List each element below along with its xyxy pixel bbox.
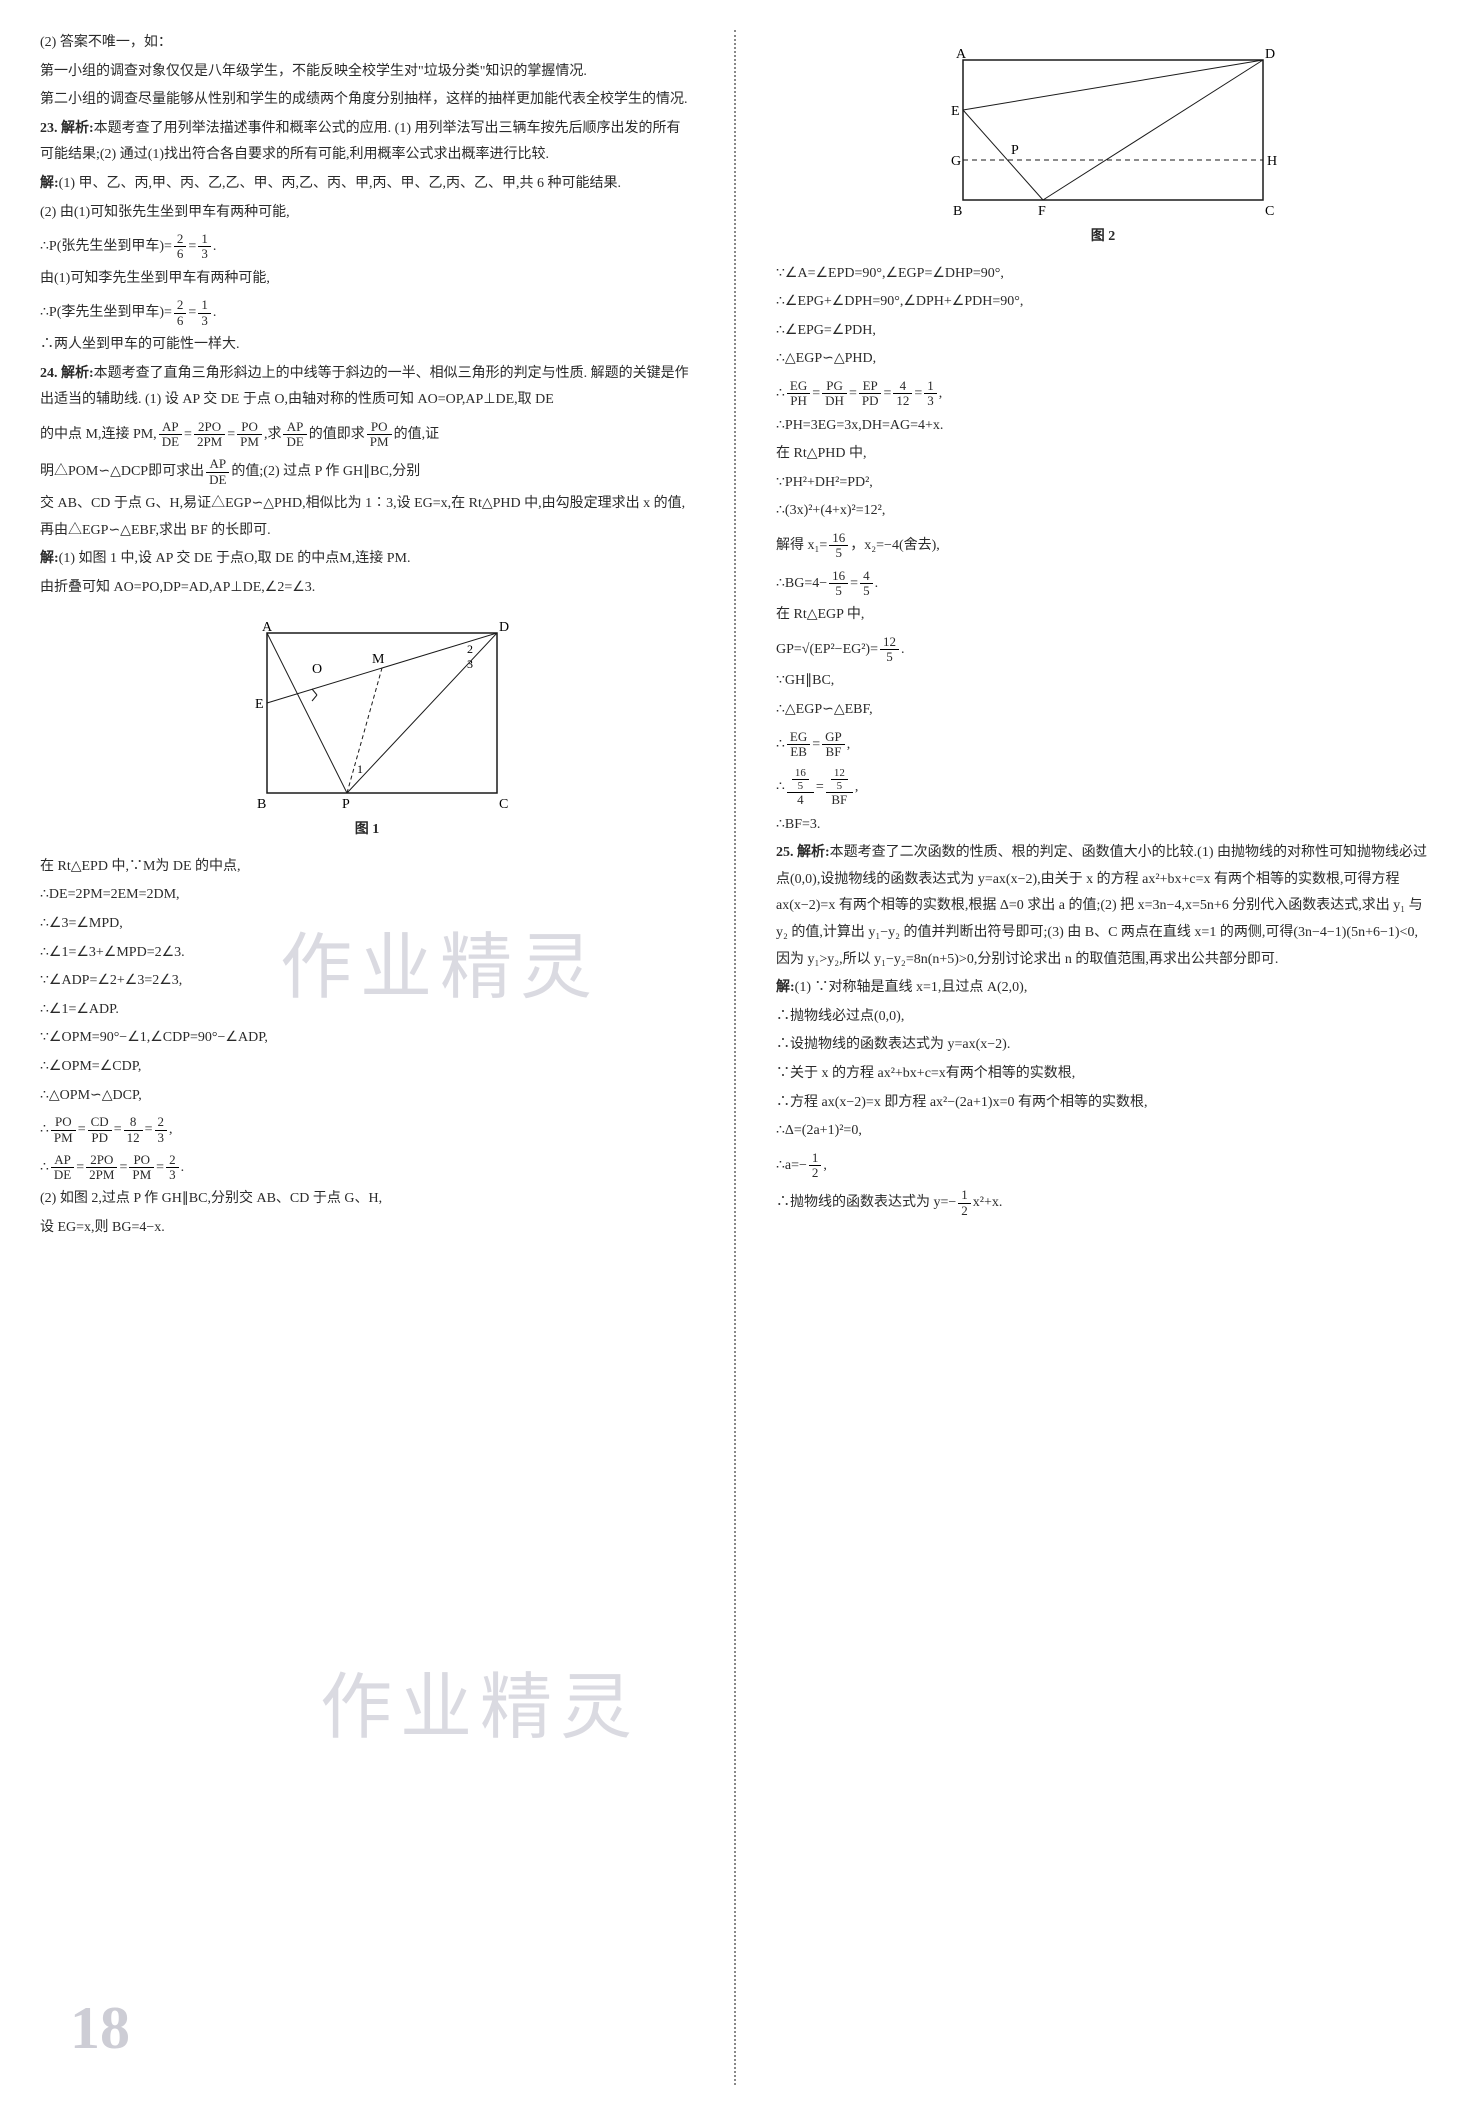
q24-text-b: 的中点 M,连接 PM,APDE=2PO2PM=POPM,求APDE的值即求PO…	[40, 420, 694, 450]
fig2-caption: 图 2	[776, 224, 1430, 251]
fig1-label-D: D	[499, 620, 509, 635]
fig2-label-E: E	[951, 104, 960, 119]
r7: 在 Rt△PHD 中,	[776, 441, 1430, 468]
para-ans-2: (2) 答案不唯一，如：	[40, 30, 694, 57]
figure-2: A D E G H B F C P 图 2	[776, 40, 1430, 251]
fig2-label-A: A	[956, 47, 967, 62]
q24-sol1: 解:(1) 如图 1 中,设 AP 交 DE 于点O,取 DE 的中点M,连接 …	[40, 546, 694, 573]
r11: ∴BG=4−165=45.	[776, 569, 1430, 599]
para-group2: 第二小组的调查尽量能够从性别和学生的成绩两个角度分别抽样，这样的抽样更加能代表全…	[40, 87, 694, 114]
q24-l3: ∴∠3=∠MPD,	[40, 911, 694, 938]
q24-l11: ∴APDE=2PO2PM=POPM=23.	[40, 1153, 694, 1183]
right-column: A D E G H B F C P 图 2 ∵∠A=∠EPD=90°,∠EGP=…	[776, 30, 1430, 2085]
q25-s2: ∴抛物线必过点(0,0),	[776, 1004, 1430, 1031]
q23-text: 本题考查了用列举法描述事件和概率公式的应用. (1) 用列举法写出三辆车按先后顺…	[40, 121, 681, 163]
r1: ∵∠A=∠EPD=90°,∠EGP=∠DHP=90°,	[776, 261, 1430, 288]
figure-1: A D E B P C O M 1 2 3 图 1	[40, 613, 694, 844]
fig1-caption: 图 1	[40, 817, 694, 844]
q24-l2: ∴DE=2PM=2EM=2DM,	[40, 882, 694, 909]
page-number: 18	[70, 1971, 130, 2085]
fig2-label-H: H	[1267, 154, 1277, 169]
r17: ∴1654=125BF,	[776, 767, 1430, 807]
q24-l13: 设 EG=x,则 BG=4−x.	[40, 1215, 694, 1242]
r18: ∴BF=3.	[776, 812, 1430, 839]
r14: ∵GH∥BC,	[776, 668, 1430, 695]
r2: ∴∠EPG+∠DPH=90°,∠DPH+∠PDH=90°,	[776, 289, 1430, 316]
r3: ∴∠EPG=∠PDH,	[776, 318, 1430, 345]
q25-analysis: 25. 解析:本题考查了二次函数的性质、根的判定、函数值大小的比较.(1) 由抛…	[776, 840, 1430, 973]
q25-s6: ∴Δ=(2a+1)²=0,	[776, 1118, 1430, 1145]
q24-l9: ∴△OPM∽△DCP,	[40, 1083, 694, 1110]
q23-prob-li: ∴P(李先生坐到甲车)=26=13.	[40, 298, 694, 328]
fig1-ang-3: 3	[467, 657, 473, 671]
q23-label: 23. 解析:	[40, 121, 94, 136]
q23-analysis: 23. 解析:本题考查了用列举法描述事件和概率公式的应用. (1) 用列举法写出…	[40, 116, 694, 169]
q25-s8: ∴抛物线的函数表达式为 y=−12x²+x.	[776, 1188, 1430, 1218]
fig2-svg: A D E G H B F C P	[923, 40, 1283, 220]
r15: ∴△EGP∽△EBF,	[776, 697, 1430, 724]
fig2-label-P: P	[1011, 143, 1019, 158]
fig1-ang-2: 2	[467, 642, 473, 656]
fig1-svg: A D E B P C O M 1 2 3	[217, 613, 517, 813]
fig2-label-F: F	[1038, 204, 1046, 219]
fig1-label-P: P	[342, 797, 350, 812]
fig1-label-O: O	[312, 662, 322, 677]
q25-s1: 解:(1) ∵对称轴是直线 x=1,且过点 A(2,0),	[776, 975, 1430, 1002]
r13: GP=√(EP²−EG²)=125.	[776, 635, 1430, 665]
fig2-label-B: B	[953, 204, 962, 219]
q23-sol2a: (2) 由(1)可知张先生坐到甲车有两种可能,	[40, 200, 694, 227]
fig1-label-E: E	[255, 697, 264, 712]
r9: ∴(3x)²+(4+x)²=12²,	[776, 498, 1430, 525]
fig2-label-D: D	[1265, 47, 1275, 62]
q23-sol2e: ∴两人坐到甲车的可能性一样大.	[40, 332, 694, 359]
q24-label: 24. 解析:	[40, 366, 94, 381]
q25-s4: ∵关于 x 的方程 ax²+bx+c=x有两个相等的实数根,	[776, 1061, 1430, 1088]
q23-sol-label: 解:	[40, 176, 59, 191]
r6: ∴PH=3EG=3x,DH=AG=4+x.	[776, 413, 1430, 440]
q24-analysis: 24. 解析:本题考查了直角三角形斜边上的中线等于斜边的一半、相似三角形的判定与…	[40, 361, 694, 414]
q24-l10: ∴POPM=CDPD=812=23,	[40, 1115, 694, 1145]
q24-text-c: 明△POM∽△DCP即可求出APDE的值;(2) 过点 P 作 GH∥BC,分别	[40, 457, 694, 487]
r8: ∵PH²+DH²=PD²,	[776, 470, 1430, 497]
q24-l12: (2) 如图 2,过点 P 作 GH∥BC,分别交 AB、CD 于点 G、H,	[40, 1186, 694, 1213]
q25-s3: ∴设抛物线的函数表达式为 y=ax(x−2).	[776, 1032, 1430, 1059]
fig1-label-M: M	[372, 652, 385, 667]
q24-text-d: 交 AB、CD 于点 G、H,易证△EGP∽△PHD,相似比为 1∶3,设 EG…	[40, 491, 694, 544]
q24-l4: ∴∠1=∠3+∠MPD=2∠3.	[40, 940, 694, 967]
q23-prob-zhang: ∴P(张先生坐到甲车)=26=13.	[40, 232, 694, 262]
fig2-label-G: G	[951, 154, 961, 169]
fig1-label-C: C	[499, 797, 508, 812]
q24-l8: ∴∠OPM=∠CDP,	[40, 1054, 694, 1081]
q23-sol2c: 由(1)可知李先生坐到甲车有两种可能,	[40, 266, 694, 293]
left-column: (2) 答案不唯一，如： 第一小组的调查对象仅仅是八年级学生，不能反映全校学生对…	[40, 30, 694, 2085]
q24-l7: ∵∠OPM=90°−∠1,∠CDP=90°−∠ADP,	[40, 1025, 694, 1052]
q24-sol2: 由折叠可知 AO=PO,DP=AD,AP⊥DE,∠2=∠3.	[40, 575, 694, 602]
column-divider	[734, 30, 736, 2085]
q24-l1: 在 Rt△EPD 中,∵M为 DE 的中点,	[40, 854, 694, 881]
q25-s7: ∴a=−12,	[776, 1151, 1430, 1181]
para-group1: 第一小组的调查对象仅仅是八年级学生，不能反映全校学生对"垃圾分类"知识的掌握情况…	[40, 59, 694, 86]
q25-s5: ∴方程 ax(x−2)=x 即方程 ax²−(2a+1)x=0 有两个相等的实数…	[776, 1090, 1430, 1117]
r16: ∴EGEB=GPBF,	[776, 730, 1430, 760]
q23-sol1: 解:(1) 甲、乙、丙,甲、丙、乙,乙、甲、丙,乙、丙、甲,丙、甲、乙,丙、乙、…	[40, 171, 694, 198]
fig1-ang-1: 1	[357, 762, 363, 776]
r4: ∴△EGP∽△PHD,	[776, 346, 1430, 373]
r10: 解得 x₁=165，x₂=−4(舍去),	[776, 531, 1430, 561]
r5: ∴EGPH=PGDH=EPPD=412=13,	[776, 379, 1430, 409]
q25-label: 25. 解析:	[776, 845, 830, 860]
fig1-label-B: B	[257, 797, 266, 812]
fig1-label-A: A	[262, 620, 273, 635]
r12: 在 Rt△EGP 中,	[776, 602, 1430, 629]
q24-l5: ∵∠ADP=∠2+∠3=2∠3,	[40, 968, 694, 995]
q24-l6: ∴∠1=∠ADP.	[40, 997, 694, 1024]
fig2-label-C: C	[1265, 204, 1274, 219]
